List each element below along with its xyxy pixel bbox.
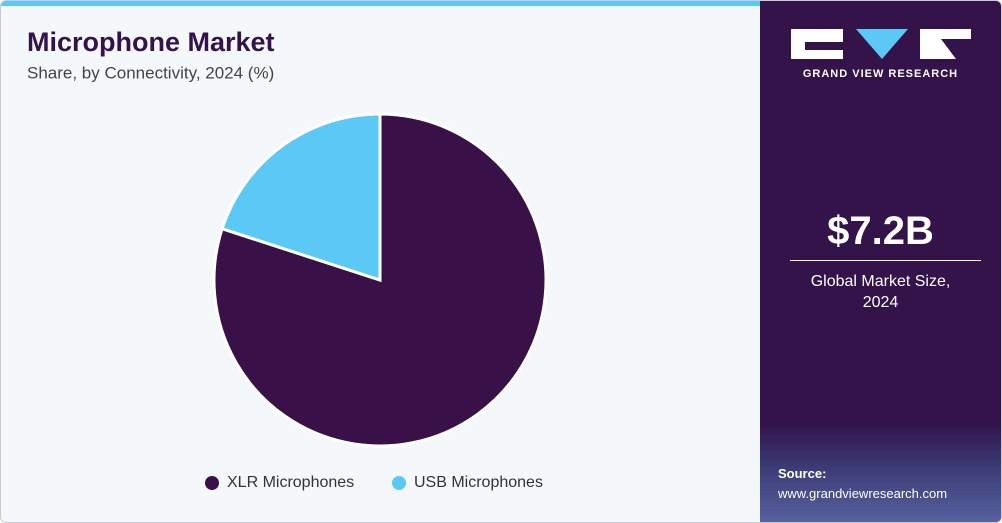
chart: Microphone Market Share, by Connectivity… <box>1 1 760 491</box>
market-size: $7.2B <box>827 209 934 253</box>
sidebar: GRAND VIEW RESEARCH $7.2B Global Market … <box>760 1 1001 522</box>
pie-slice <box>220 112 382 283</box>
source-label: Source: <box>778 466 827 481</box>
divider <box>790 260 981 261</box>
legend-marker <box>205 476 219 490</box>
chart-subtitle: Share, by Connectivity, 2024 (%) <box>27 63 274 82</box>
texture <box>760 422 1001 522</box>
source-url: www.grandviewresearch.com <box>778 486 948 501</box>
chart-title: Microphone Market <box>27 27 275 57</box>
brand: GRAND VIEW RESEARCH <box>802 68 959 80</box>
legend-label: USB Microphones <box>414 474 543 491</box>
legend-label: XLR Microphones <box>227 474 354 491</box>
pie-slice <box>212 112 548 448</box>
legend-marker <box>392 476 406 490</box>
logo <box>791 29 971 59</box>
top-strip <box>1 1 760 6</box>
market-size-label: Global Market Size, 2024 <box>810 273 951 311</box>
